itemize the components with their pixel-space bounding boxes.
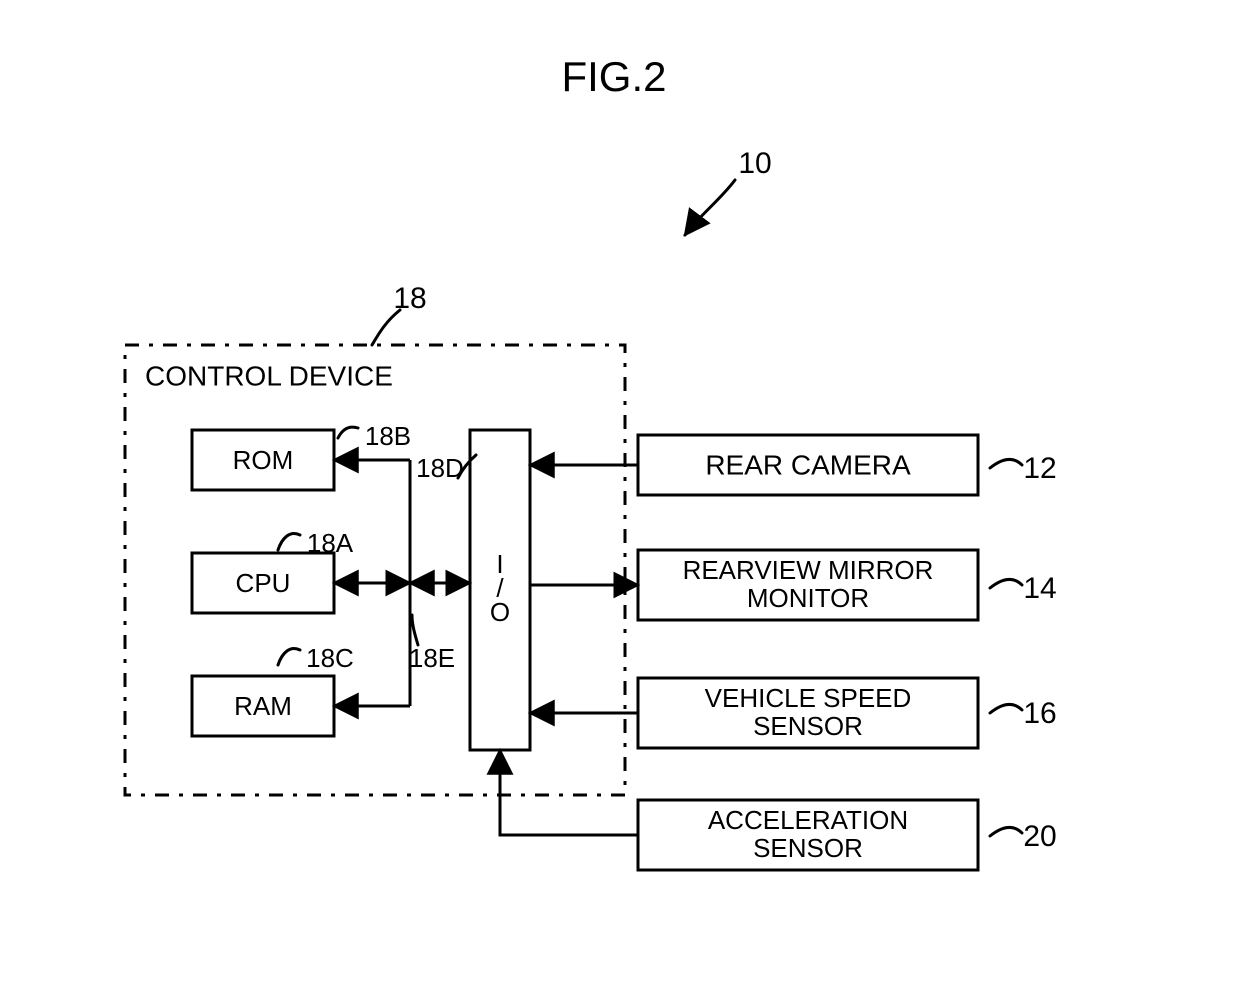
ref-18e-leader: [412, 615, 418, 645]
ref-18a-leader: [278, 533, 300, 550]
accel-to-io: [500, 750, 638, 835]
figure-title: FIG.2: [561, 53, 666, 100]
vehicle-speed-label-2: SENSOR: [753, 711, 863, 741]
ref-16: 16: [1023, 697, 1056, 730]
ref-20: 20: [1023, 820, 1056, 853]
ref-18b: 18B: [365, 421, 411, 451]
ref-10-leader: [685, 180, 735, 235]
ref-14: 14: [1023, 572, 1056, 605]
ref-18c-leader: [278, 648, 300, 665]
ref-10: 10: [738, 147, 771, 180]
figure-canvas: FIG.2 10 CONTROL DEVICE 18 ROM CPU RAM I…: [0, 0, 1240, 984]
ref-18c: 18C: [306, 643, 354, 673]
ref-18-leader: [372, 310, 400, 345]
cpu-label: CPU: [236, 568, 291, 598]
rear-camera-label: REAR CAMERA: [705, 449, 911, 480]
ram-label: RAM: [234, 691, 292, 721]
rearview-monitor-label-1: REARVIEW MIRROR: [683, 555, 934, 585]
vehicle-speed-label-1: VEHICLE SPEED: [705, 683, 912, 713]
ref-16-leader: [990, 704, 1022, 713]
acceleration-sensor-label-2: SENSOR: [753, 833, 863, 863]
ref-20-leader: [990, 827, 1022, 836]
ref-12: 12: [1023, 452, 1056, 485]
acceleration-sensor-label-1: ACCELERATION: [708, 805, 908, 835]
ref-12-leader: [990, 459, 1022, 468]
control-device-label: CONTROL DEVICE: [145, 360, 393, 391]
ref-18b-leader: [338, 427, 358, 438]
ref-14-leader: [990, 579, 1022, 588]
rom-label: ROM: [233, 445, 294, 475]
ref-18a: 18A: [307, 528, 354, 558]
rearview-monitor-label-2: MONITOR: [747, 583, 869, 613]
io-label-o: O: [490, 597, 510, 627]
ref-18e: 18E: [409, 643, 455, 673]
